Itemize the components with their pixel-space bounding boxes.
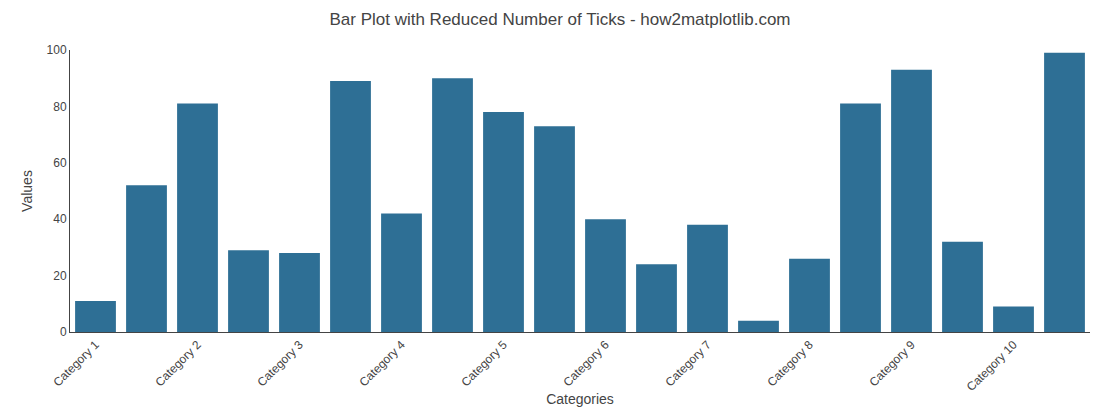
- svg-text:Category 8: Category 8: [764, 338, 816, 390]
- svg-text:Category 1: Category 1: [50, 338, 102, 390]
- svg-text:Categories: Categories: [546, 391, 614, 407]
- svg-text:Category 5: Category 5: [458, 338, 510, 390]
- svg-text:Category 9: Category 9: [866, 338, 918, 390]
- svg-text:Category 6: Category 6: [560, 338, 612, 390]
- svg-text:0: 0: [60, 325, 67, 339]
- svg-text:20: 20: [53, 269, 67, 283]
- svg-text:Category 4: Category 4: [356, 338, 408, 390]
- svg-text:Bar Plot with Reduced Number o: Bar Plot with Reduced Number of Ticks - …: [329, 10, 790, 29]
- svg-text:Category 2: Category 2: [152, 338, 204, 390]
- svg-text:60: 60: [53, 156, 67, 170]
- svg-text:Category 10: Category 10: [964, 338, 1020, 394]
- svg-text:80: 80: [53, 100, 67, 114]
- svg-text:Category 7: Category 7: [662, 338, 714, 390]
- svg-text:Values: Values: [19, 170, 35, 212]
- svg-text:Category 3: Category 3: [254, 338, 306, 390]
- svg-text:100: 100: [47, 43, 67, 57]
- svg-text:40: 40: [53, 212, 67, 226]
